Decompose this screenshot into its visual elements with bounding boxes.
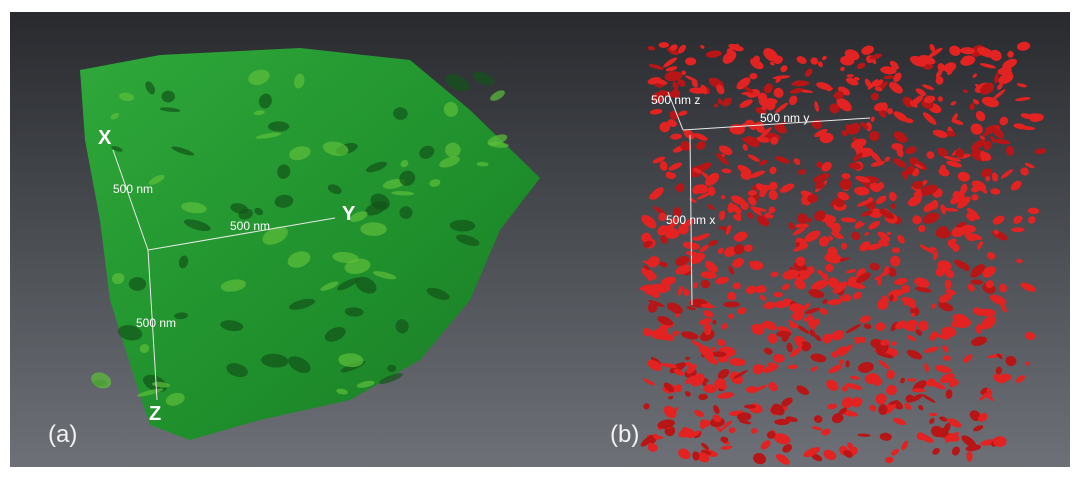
axis-label: X [98, 127, 112, 149]
axis-label: Z [149, 403, 161, 425]
particle [993, 436, 1007, 447]
panel-label: (b) [610, 421, 639, 448]
particle [929, 413, 938, 416]
scale-label: 500 nm [230, 219, 270, 233]
scale-label: 500 nm [113, 182, 153, 196]
particle [773, 292, 783, 297]
figure: X Y Z 500 nm 500 nm 500 nm (a) 500 nm z … [0, 0, 1079, 477]
panel-label: (a) [48, 421, 77, 448]
scale-label: 500 nm y [760, 111, 809, 125]
scale-label: 500 nm [136, 316, 176, 330]
particle [936, 76, 944, 85]
particle [912, 388, 926, 392]
axis-label: Y [342, 203, 356, 225]
scale-label: 500 nm x [666, 213, 715, 227]
particle [665, 229, 680, 239]
figure-canvas: X Y Z 500 nm 500 nm 500 nm (a) 500 nm z … [0, 0, 1079, 477]
particle [945, 279, 952, 289]
particle [744, 405, 756, 409]
scale-label: 500 nm z [651, 93, 700, 107]
